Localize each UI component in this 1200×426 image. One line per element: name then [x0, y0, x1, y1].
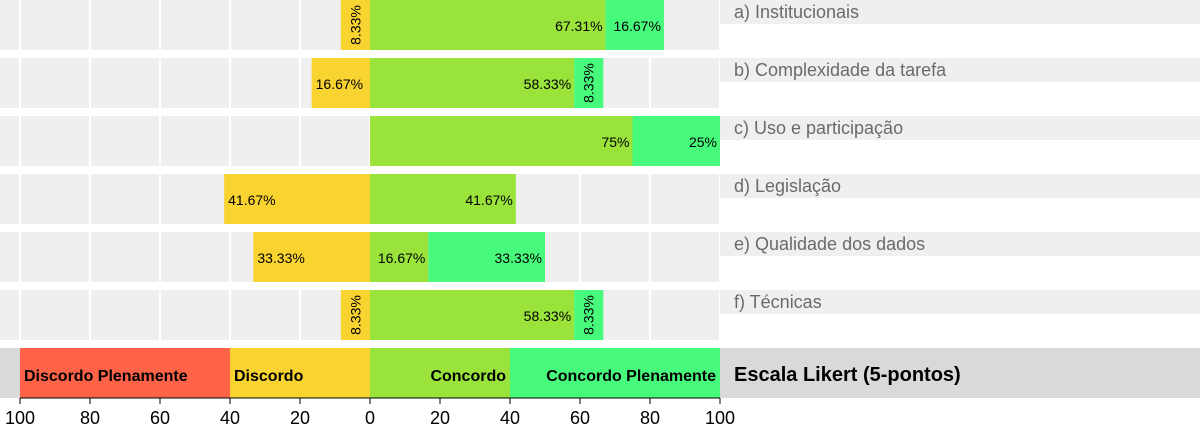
row-1: a) Institucionais 67.31% 16.67% 8.33% [0, 0, 1200, 50]
legend-swatch [230, 348, 370, 398]
x-axis: 100 80 60 40 20 0 20 40 60 80 100 [5, 397, 735, 426]
value-label: 8.33% [347, 295, 363, 335]
tick-label: 40 [220, 408, 240, 426]
legend-swatch [510, 348, 720, 398]
bar-segment [370, 290, 575, 340]
bar-segment [370, 116, 633, 166]
tick-label: 60 [570, 408, 590, 426]
category-label: f) Técnicas [734, 292, 822, 312]
legend-item-label: Discordo Plenamente [24, 368, 188, 385]
category-label-panel [720, 290, 1200, 314]
value-label: 67.31% [555, 18, 602, 34]
bar-segment [370, 174, 516, 224]
value-label: 58.33% [524, 76, 571, 92]
value-label: 16.67% [613, 18, 660, 34]
legend-item-label: Discordo [234, 368, 304, 385]
tick-label: 100 [5, 408, 35, 426]
value-label: 41.67% [228, 192, 275, 208]
legend-item-label: Concordo [430, 368, 506, 385]
category-label-panel [720, 0, 1200, 24]
row-6: f) Técnicas 58.33% 8.33% 8.33% [0, 290, 1200, 340]
tick-label: 80 [80, 408, 100, 426]
bar-segment [311, 58, 370, 108]
tick-label: 20 [430, 408, 450, 426]
tick-label: 20 [290, 408, 310, 426]
category-label: b) Complexidade da tarefa [734, 60, 947, 80]
value-label: 33.33% [257, 250, 304, 266]
category-label: a) Institucionais [734, 2, 859, 22]
legend-swatch [370, 348, 510, 398]
row-2: b) Complexidade da tarefa 58.33% 8.33% 16.6… [0, 58, 1200, 108]
legend-swatch [20, 348, 230, 398]
value-label: 8.33% [347, 5, 363, 45]
bar-segment [632, 116, 720, 166]
category-label: e) Qualidade dos dados [734, 234, 925, 254]
bar-segment [370, 0, 606, 50]
tick-label: 60 [150, 408, 170, 426]
value-label: 58.33% [524, 308, 571, 324]
bar-segment [340, 290, 370, 340]
value-label: 25% [689, 134, 717, 150]
category-label-panel [720, 58, 1200, 82]
row-4: d) Legislação 41.67% 41.67% [0, 174, 1200, 224]
category-label-panel [720, 116, 1200, 140]
bar-segment [340, 0, 370, 50]
legend: Discordo Plenamente Discordo Concordo Conco… [0, 348, 1200, 398]
value-label: 41.67% [465, 192, 512, 208]
bar-segment [224, 174, 370, 224]
legend-title: Escala Likert (5-pontos) [734, 364, 961, 386]
category-label-panel [720, 232, 1200, 256]
value-label: 75% [601, 134, 629, 150]
tick-label: 40 [500, 408, 520, 426]
value-label: 8.33% [581, 63, 597, 103]
row-5: e) Qualidade dos dados 16.67% 33.33% 33.33% [0, 232, 1200, 282]
value-label: 16.67% [316, 76, 363, 92]
category-label-panel [720, 174, 1200, 198]
bar-segment [605, 0, 664, 50]
value-label: 16.67% [378, 250, 425, 266]
bar-segment [370, 58, 575, 108]
tick-label: 80 [640, 408, 660, 426]
row-3: c) Uso e participação 75% 25% [0, 116, 1200, 166]
bar-segment [253, 232, 370, 282]
value-label: 33.33% [495, 250, 542, 266]
tick-label: 0 [365, 408, 375, 426]
bar-segment [370, 232, 429, 282]
bar-segment [428, 232, 545, 282]
category-label: d) Legislação [734, 176, 841, 196]
legend-item-label: Concordo Plenamente [546, 368, 716, 385]
bar-segment [574, 290, 604, 340]
bar-segment [574, 58, 604, 108]
value-label: 8.33% [581, 295, 597, 335]
tick-label: 100 [705, 408, 735, 426]
category-label: c) Uso e participação [734, 118, 903, 138]
